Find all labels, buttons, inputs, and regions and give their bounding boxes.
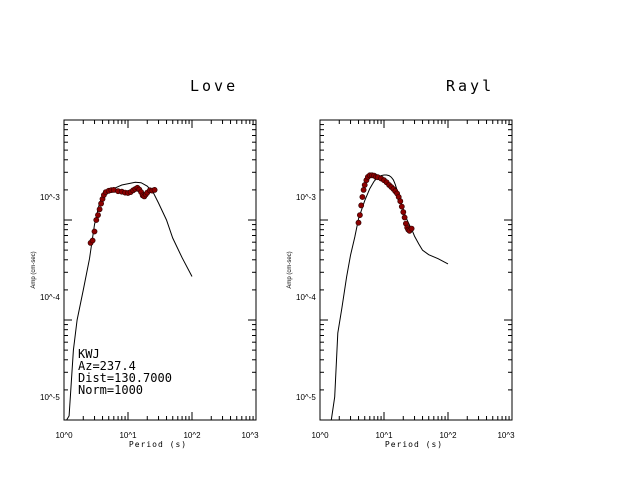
rayl-y-tick-labels: 10^-3 10^-4 10^-5 <box>296 193 316 402</box>
rayl-plot-frame <box>319 119 513 421</box>
rayl-observed-point <box>359 194 366 200</box>
rayl-observed-point <box>361 182 368 188</box>
rayl-observed-point <box>358 202 365 209</box>
rayl-model-curve <box>330 174 449 421</box>
rayl-observed-point <box>401 214 408 221</box>
annotation-distance: Dist=130.7000 <box>78 371 172 385</box>
annotation-station: KWJ <box>78 347 100 361</box>
rayl-ytick-label-1e-5: 10^-5 <box>296 393 316 402</box>
love-observed-point <box>91 228 98 235</box>
love-axis-ticks <box>63 120 257 421</box>
love-observed-point <box>95 212 101 218</box>
love-model-curve <box>66 181 193 421</box>
love-observed-point <box>89 237 96 244</box>
rayl-xtick-label-1e2: 10^2 <box>439 431 457 440</box>
love-plot-frame <box>63 119 257 421</box>
panel-title-love: Love <box>190 77 238 95</box>
rayl-x-axis-label: Period (s) <box>385 440 443 449</box>
love-y-axis-label: Amp (cm-sec) <box>31 251 37 288</box>
rayl-observed-point <box>355 219 362 226</box>
love-xtick-label-1e3: 10^3 <box>241 431 259 440</box>
love-ytick-label-1e-5: 10^-5 <box>40 393 60 402</box>
rayl-xtick-label-1e1: 10^1 <box>375 431 393 440</box>
rayl-xtick-label-1e0: 10^0 <box>311 431 329 440</box>
panel-title-rayl: Rayl <box>446 77 494 95</box>
rayl-observed-point <box>397 198 404 205</box>
love-observed-point <box>96 206 103 213</box>
rayl-observed-point <box>356 212 363 218</box>
rayl-y-axis-label: Amp (cm-sec) <box>287 251 293 288</box>
love-series <box>66 181 193 421</box>
love-xtick-label-1e0: 10^0 <box>55 431 73 440</box>
rayl-observed-point <box>360 186 367 193</box>
love-xtick-label-1e1: 10^1 <box>119 431 137 440</box>
rayl-ytick-label-1e-4: 10^-4 <box>296 293 316 302</box>
love-observed-point <box>93 217 100 223</box>
love-ytick-label-1e-4: 10^-4 <box>40 293 60 302</box>
love-ytick-label-1e-3: 10^-3 <box>40 193 60 202</box>
love-xtick-label-1e2: 10^2 <box>183 431 201 440</box>
love-observed-point <box>151 186 158 193</box>
rayl-series <box>330 172 449 421</box>
rayl-axis-ticks <box>319 120 513 421</box>
rayl-xtick-label-1e3: 10^3 <box>497 431 515 440</box>
love-panel: Love 10^-3 10^-4 10^-5 10^0 10^1 10^2 10… <box>31 77 259 449</box>
love-x-axis-label: Period (s) <box>129 440 187 449</box>
rayl-x-tick-labels: 10^0 10^1 10^2 10^3 <box>311 431 515 440</box>
annotation-azimuth: Az=237.4 <box>78 359 136 373</box>
rayl-panel: Rayl 10^-3 10^-4 10^-5 10^0 10^1 10^2 10… <box>287 77 515 449</box>
annotation-norm: Norm=1000 <box>78 383 143 397</box>
love-x-tick-labels: 10^0 10^1 10^2 10^3 <box>55 431 259 440</box>
rayl-observed-point <box>400 209 407 215</box>
rayl-observed-point <box>408 225 415 232</box>
rayl-ytick-label-1e-3: 10^-3 <box>296 193 316 202</box>
rayl-observed-point <box>398 203 405 210</box>
station-annotation: KWJ Az=237.4 Dist=130.7000 Norm=1000 <box>78 347 172 397</box>
love-y-tick-labels: 10^-3 10^-4 10^-5 <box>40 193 60 402</box>
